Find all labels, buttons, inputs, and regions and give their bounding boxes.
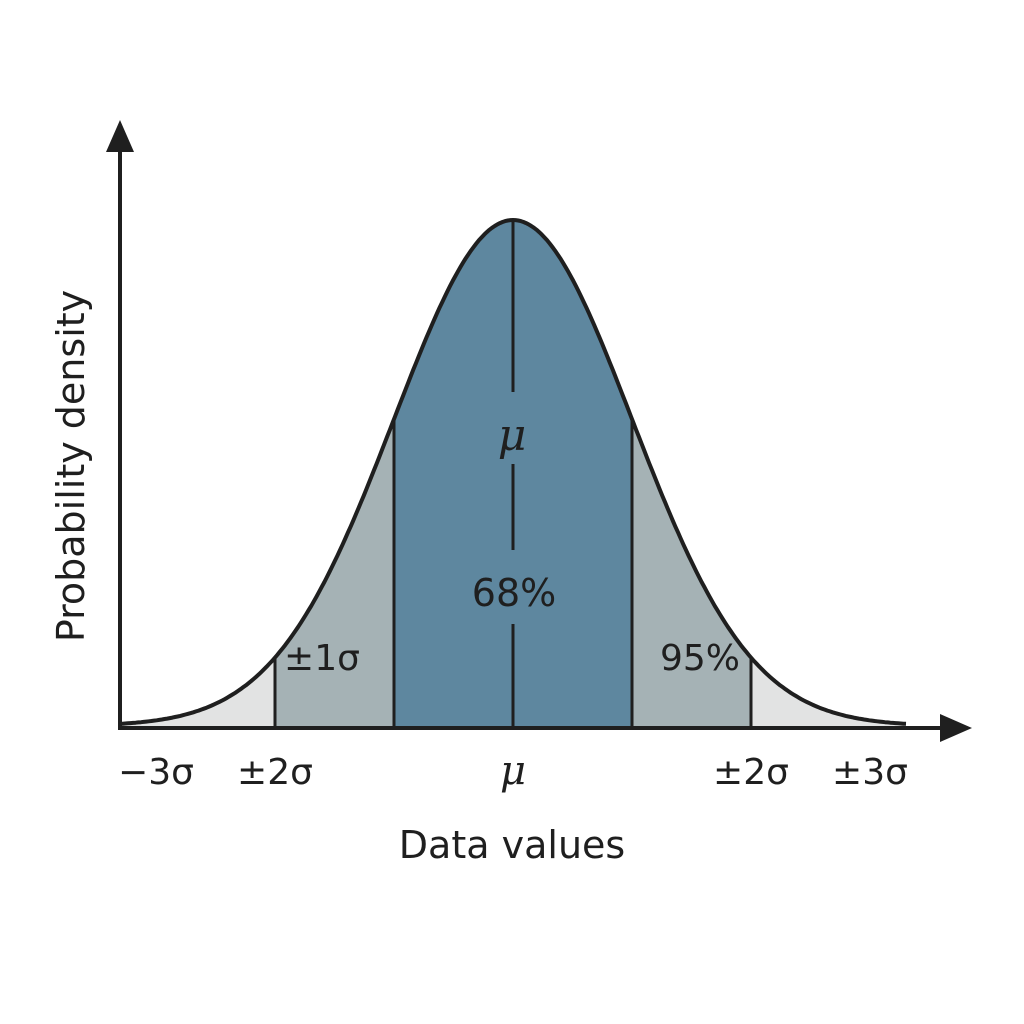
axes: [106, 120, 972, 742]
center-pct-gap: [465, 550, 561, 624]
band-tail-0: [120, 657, 275, 726]
y-axis-label: Probability density: [49, 290, 93, 642]
x-tick-label: −3σ: [118, 752, 194, 793]
left-band-label: ±1σ: [284, 638, 360, 679]
x-axis-label: Data values: [399, 823, 625, 867]
band-dividers: [273, 220, 753, 726]
x-tick-label: μ: [500, 748, 526, 794]
right-band-label: 95%: [660, 638, 740, 679]
x-tick-labels: −3σ ±2σ μ ±2σ ±3σ: [118, 748, 908, 794]
curve-layer: [119, 218, 907, 726]
band-tail-4: [751, 657, 906, 726]
mean-symbol-label: μ: [498, 410, 527, 461]
central-percentage-label: 68%: [472, 571, 556, 615]
y-axis-arrow-icon: [106, 120, 134, 152]
density-curve: [119, 218, 907, 726]
mean-label-gap: [491, 392, 535, 464]
x-tick-label: ±2σ: [713, 752, 789, 793]
x-tick-label: ±3σ: [832, 752, 908, 793]
x-tick-label: ±2σ: [237, 752, 313, 793]
x-axis-arrow-icon: [940, 714, 972, 742]
